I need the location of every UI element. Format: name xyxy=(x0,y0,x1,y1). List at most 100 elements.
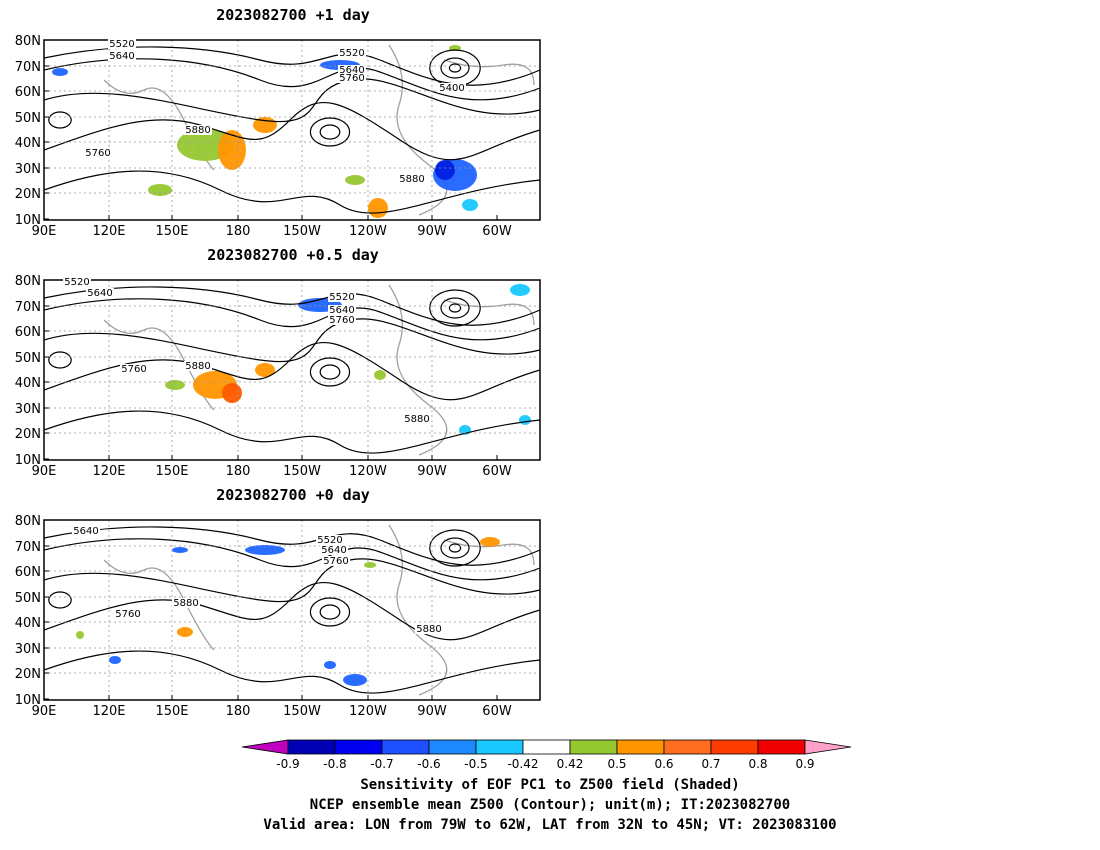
sensitivity-shading-orange xyxy=(480,537,500,547)
contour-label-bg xyxy=(320,545,348,555)
sensitivity-shading-blue xyxy=(172,547,188,553)
contour-label-bg xyxy=(328,292,356,302)
lon-label: 150W xyxy=(283,464,321,479)
colorbar-arrow-left xyxy=(241,739,289,755)
sensitivity-shading-cyan xyxy=(462,199,478,211)
contour-label: 5640 xyxy=(329,305,354,316)
lon-label: 120E xyxy=(92,224,125,239)
lat-label: 10N xyxy=(15,693,41,708)
z500-closed-contour xyxy=(319,124,341,140)
contour-label-bg xyxy=(338,48,366,58)
contour-label: 5880 xyxy=(185,125,210,136)
contour-label-bg xyxy=(415,624,443,634)
sensitivity-shading-cyan xyxy=(519,415,531,425)
lon-label: 120W xyxy=(349,464,387,479)
panel-1-title: 2023082700 +1 day xyxy=(216,6,370,24)
lon-label: 90W xyxy=(417,464,447,479)
colorbar-tick-label: -0.6 xyxy=(417,757,440,768)
contour-label: 5520 xyxy=(109,39,134,50)
lon-label: 120E xyxy=(92,704,125,719)
lat-label: 70N xyxy=(15,540,41,555)
z500-closed-contour xyxy=(309,357,351,387)
contour-label: 5760 xyxy=(85,148,110,159)
contour-label: 5760 xyxy=(121,364,146,375)
z500-contour xyxy=(43,298,541,341)
contour-label: 5520 xyxy=(329,292,354,303)
colorbar-tick-label: 0.9 xyxy=(795,757,814,768)
contour-label-bg xyxy=(114,609,142,619)
lon-label: 150E xyxy=(155,224,188,239)
z500-closed-contour xyxy=(309,117,351,147)
lat-label: 80N xyxy=(15,34,41,49)
z500-contour xyxy=(43,582,541,641)
sensitivity-shading-cyan xyxy=(510,284,530,296)
lon-label: 90E xyxy=(32,704,57,719)
colorbar-tick-label: -0.8 xyxy=(323,757,346,768)
z500-contour xyxy=(43,318,541,363)
colorbar-swatch xyxy=(569,739,618,755)
lon-label: 150W xyxy=(283,704,321,719)
sensitivity-shading-blue xyxy=(343,674,367,686)
sensitivity-shading-orange xyxy=(177,627,193,637)
contour-label-bg xyxy=(184,125,212,135)
lat-label: 70N xyxy=(15,300,41,315)
z500-closed-contour xyxy=(448,543,462,553)
caption-line-1: Sensitivity of EOF PC1 to Z500 field (Sh… xyxy=(360,777,740,793)
lon-label: 150W xyxy=(283,224,321,239)
caption-line-3: Valid area: LON from 79W to 62W, LAT fro… xyxy=(263,817,837,833)
contour-label-bg xyxy=(403,414,431,424)
z500-closed-contour xyxy=(48,351,72,369)
z500-closed-contour xyxy=(48,111,72,129)
coastline-lines xyxy=(103,524,535,696)
z500-contour xyxy=(43,558,541,603)
colorbar-swatch xyxy=(710,739,759,755)
colorbar-tick-label: -0.9 xyxy=(276,757,299,768)
lat-label: 80N xyxy=(15,514,41,529)
lat-label: 50N xyxy=(15,351,41,366)
lat-label: 60N xyxy=(15,85,41,100)
contour-label: 5640 xyxy=(109,51,134,62)
z500-closed-contour xyxy=(440,57,470,79)
contour-label: 5880 xyxy=(185,361,210,372)
sensitivity-shading-red xyxy=(222,383,242,403)
lat-label: 40N xyxy=(15,616,41,631)
contour-label: 5520 xyxy=(317,535,342,546)
sensitivity-shading-green xyxy=(374,370,386,380)
colorbar-swatch xyxy=(475,739,524,755)
contour-label: 5880 xyxy=(399,174,424,185)
lon-label: 120E xyxy=(92,464,125,479)
lon-label: 90W xyxy=(417,704,447,719)
z500-closed-contour xyxy=(429,289,481,327)
colorbar-arrow-right xyxy=(804,739,852,755)
contour-label: 5640 xyxy=(321,545,346,556)
z500-contour xyxy=(43,58,541,101)
lon-label: 90W xyxy=(417,224,447,239)
lon-label: 180 xyxy=(226,464,251,479)
contour-label: 5760 xyxy=(323,556,348,567)
contour-label-bg xyxy=(86,288,114,298)
colorbar-tick-label: -0.5 xyxy=(464,757,487,768)
contour-label-bg xyxy=(338,65,366,75)
lat-label: 30N xyxy=(15,162,41,177)
colorbar-tick-label: 0.5 xyxy=(607,757,626,768)
z500-contour xyxy=(43,102,541,161)
sensitivity-shading-green xyxy=(148,184,172,196)
z500-closed-contour xyxy=(448,63,462,73)
lat-label: 60N xyxy=(15,325,41,340)
z500-contour xyxy=(43,342,541,401)
colorbar-tick-label: 0.42 xyxy=(557,757,584,768)
map-frame xyxy=(43,279,541,461)
colorbar-swatch xyxy=(757,739,806,755)
z500-contour xyxy=(43,410,541,454)
caption-line-2: NCEP ensemble mean Z500 (Contour); unit(… xyxy=(309,797,791,813)
contour-label: 5640 xyxy=(339,65,364,76)
z500-contour xyxy=(43,78,541,123)
sensitivity-shading-green xyxy=(449,45,461,51)
sensitivity-shading-blue xyxy=(52,68,68,76)
colorbar: -0.9 -0.8 -0.7 -0.6 -0.5 -0.42 0.42 0.5 0.6 0.7 0.… xyxy=(241,739,852,768)
lat-label: 40N xyxy=(15,376,41,391)
colorbar-swatch xyxy=(381,739,430,755)
sensitivity-shading-green xyxy=(165,380,185,390)
sensitivity-shading-blue xyxy=(324,661,336,669)
